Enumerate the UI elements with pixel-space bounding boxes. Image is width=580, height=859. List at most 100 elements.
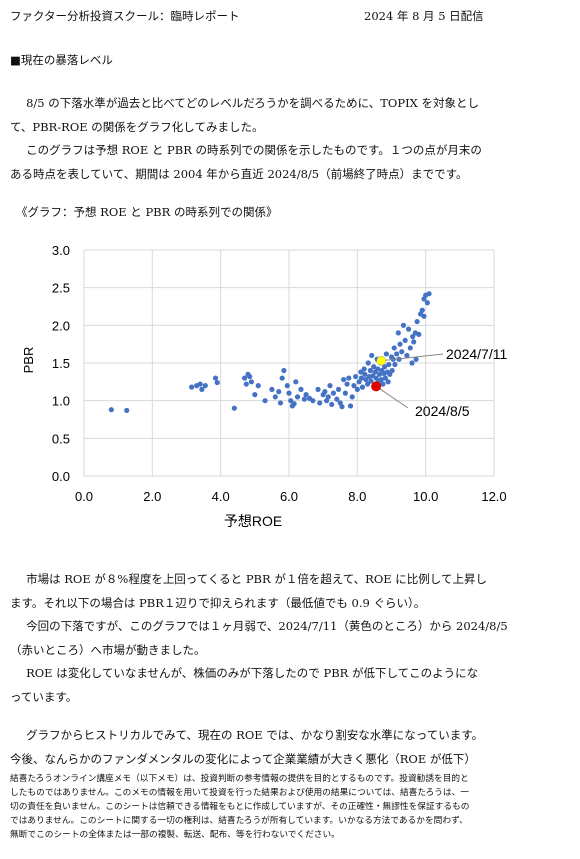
data-point bbox=[315, 386, 321, 392]
data-point bbox=[358, 375, 365, 381]
body-line: ます。それ以下の場合は PBR１辺りで抑えられます（最低値でも 0.9 ぐらい）… bbox=[10, 595, 426, 610]
disclaimer-footer: 結喜たろうオンライン講座メモ（以下メモ）は、投資判断の参考情報の提供を目的とする… bbox=[10, 772, 570, 842]
data-point bbox=[368, 378, 374, 384]
data-point bbox=[108, 407, 114, 413]
y-tick-label: 1.0 bbox=[52, 394, 70, 409]
data-point bbox=[335, 386, 342, 392]
data-point bbox=[389, 367, 395, 374]
data-point bbox=[342, 390, 348, 396]
data-point bbox=[301, 396, 307, 402]
data-point bbox=[385, 379, 391, 385]
data-point bbox=[419, 307, 425, 313]
body-line: グラフからヒストリカルでみて、現在の ROE では、かなり割安な水準になっていま… bbox=[26, 728, 484, 742]
annotation-label-july: 2024/7/11 bbox=[446, 346, 507, 362]
data-point bbox=[346, 375, 352, 381]
x-axis-label: 予想ROE bbox=[224, 513, 282, 529]
x-axis-ticks: 0.0 2.0 4.0 6.0 8.0 10.0 12.0 bbox=[75, 489, 507, 504]
data-point bbox=[369, 352, 375, 359]
x-tick-label: 2.0 bbox=[143, 489, 161, 504]
intro-paragraph: 8/5 の下落水準が過去と比べてどのレベルだろうかを調べるために、TOPIX を… bbox=[10, 92, 570, 186]
data-point bbox=[395, 330, 401, 336]
intro-line: て、PBR-ROE の関係をグラフ化してみました。 bbox=[10, 119, 264, 134]
data-point bbox=[276, 389, 282, 395]
highlight-points: 2024/7/11 2024/8/5 bbox=[371, 346, 507, 419]
data-point bbox=[416, 331, 422, 337]
data-point bbox=[241, 375, 248, 381]
data-point bbox=[293, 379, 299, 385]
data-point bbox=[286, 390, 292, 396]
data-point bbox=[277, 400, 284, 406]
data-point bbox=[317, 400, 323, 406]
data-point bbox=[414, 318, 420, 325]
data-point bbox=[421, 313, 427, 319]
data-point bbox=[197, 381, 203, 387]
data-point bbox=[399, 349, 405, 355]
data-point bbox=[189, 384, 195, 390]
body-line: 今後、なんらかのファンダメンタルの変化によって企業業績が大きく悪化（ROE が低… bbox=[10, 751, 476, 766]
data-point bbox=[382, 375, 388, 381]
disclaimer-line: 切の責任を負いません。このシートは信頼できる情報をもとに作成していますが、その正… bbox=[10, 802, 470, 812]
intro-line: このグラフは予想 ROE と PBR の時系列での関係を示したものです。１つの点… bbox=[26, 143, 482, 157]
data-point bbox=[376, 371, 383, 377]
data-point bbox=[124, 407, 130, 414]
y-tick-label: 2.0 bbox=[52, 318, 70, 333]
data-point bbox=[411, 339, 417, 345]
y-axis-label: PBR bbox=[21, 347, 36, 374]
x-tick-label: 4.0 bbox=[212, 489, 230, 504]
data-point bbox=[303, 392, 309, 398]
data-point bbox=[362, 371, 368, 377]
y-tick-label: 0.5 bbox=[52, 431, 70, 446]
data-point bbox=[339, 404, 345, 410]
data-point bbox=[284, 383, 290, 389]
data-point bbox=[394, 351, 400, 357]
annotation-leader-line bbox=[375, 385, 409, 409]
x-tick-label: 12.0 bbox=[481, 489, 506, 504]
data-point bbox=[367, 367, 373, 374]
disclaimer-line: したものではありません。このメモの情報を用いて投資を行った結果および使用の結果に… bbox=[10, 788, 469, 798]
data-point bbox=[341, 376, 347, 383]
report-header-date: 2024 年 8 月 5 日配信 bbox=[364, 9, 484, 23]
data-point bbox=[255, 383, 261, 389]
data-point bbox=[424, 300, 430, 306]
data-point bbox=[391, 345, 397, 351]
data-point bbox=[349, 394, 355, 400]
data-point bbox=[383, 351, 389, 357]
data-point bbox=[347, 403, 354, 409]
data-point bbox=[330, 390, 337, 396]
section-title: ■現在の暴落レベル bbox=[10, 53, 113, 67]
data-point bbox=[291, 401, 297, 407]
scatter-points bbox=[108, 291, 432, 414]
data-point bbox=[402, 337, 408, 343]
data-point bbox=[199, 386, 205, 392]
x-tick-label: 8.0 bbox=[348, 489, 366, 504]
annotation-label-aug: 2024/8/5 bbox=[415, 403, 470, 419]
data-point bbox=[322, 389, 328, 395]
data-point bbox=[294, 394, 301, 400]
data-point bbox=[243, 381, 249, 387]
data-point bbox=[375, 366, 381, 372]
data-point bbox=[247, 373, 253, 380]
data-point bbox=[298, 386, 304, 392]
data-point bbox=[364, 381, 371, 387]
highlight-point-july bbox=[376, 355, 386, 366]
intro-line: ある時点を表していて、期間は 2004 年から直近 2024/8/5（前場終了時… bbox=[10, 166, 468, 181]
y-tick-label: 2.5 bbox=[52, 281, 70, 296]
pbr-roe-scatter-chart: 0.0 2.0 4.0 6.0 8.0 10.0 12.0 0.0 0.5 1.0 1.5 2.0 2… bbox=[21, 243, 507, 529]
data-point bbox=[386, 361, 392, 368]
figure-caption: 《グラフ：予想 ROE と PBR の時系列での関係》 bbox=[16, 205, 278, 219]
body-line: 市場は ROE が８%程度を上回ってくると PBR が１倍を超えて、ROE に比… bbox=[26, 572, 487, 586]
y-tick-label: 0.0 bbox=[52, 469, 70, 484]
data-point bbox=[214, 379, 220, 386]
data-point bbox=[353, 373, 359, 380]
data-point bbox=[358, 369, 364, 375]
data-point bbox=[392, 361, 398, 368]
data-point bbox=[248, 379, 255, 385]
x-tick-label: 0.0 bbox=[75, 489, 93, 504]
data-point bbox=[272, 394, 278, 400]
data-point bbox=[359, 384, 366, 390]
data-point bbox=[281, 367, 287, 374]
x-tick-label: 10.0 bbox=[413, 489, 438, 504]
y-axis-ticks: 0.0 0.5 1.0 1.5 2.0 2.5 3.0 bbox=[52, 243, 70, 484]
intro-line: 8/5 の下落水準が過去と比べてどのレベルだろうかを調べるために、TOPIX を… bbox=[26, 96, 479, 110]
data-point bbox=[363, 376, 369, 383]
